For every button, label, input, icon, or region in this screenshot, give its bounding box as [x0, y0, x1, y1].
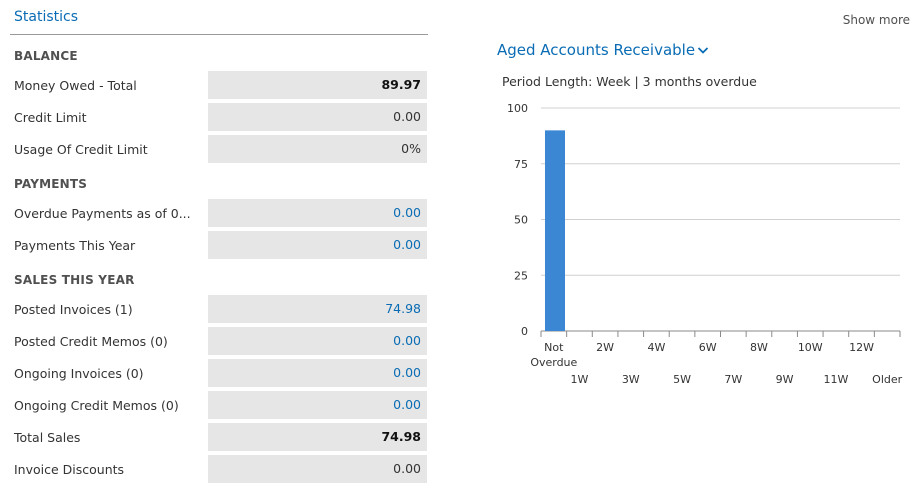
row-value: 89.97: [208, 71, 427, 99]
y-tick-label: 50: [514, 214, 528, 227]
row-value: 0%: [208, 135, 427, 163]
row-label: Usage Of Credit Limit: [14, 142, 148, 157]
x-tick-label: 10W: [798, 341, 823, 354]
x-tick-label: 7W: [724, 373, 742, 386]
x-tick-label: 5W: [673, 373, 691, 386]
x-tick-label: 8W: [750, 341, 768, 354]
row-label: Ongoing Invoices (0): [14, 366, 144, 381]
x-tick-label: 4W: [647, 341, 665, 354]
row-ongoing-credit-memos: Ongoing Credit Memos (0) 0.00: [0, 391, 440, 419]
period-length-text: Period Length: Week | 3 months overdue: [502, 74, 757, 89]
row-ongoing-invoices: Ongoing Invoices (0) 0.00: [0, 359, 440, 387]
row-overdue-payments: Overdue Payments as of 0... 0.00: [0, 199, 440, 227]
row-label: Payments This Year: [14, 238, 136, 253]
section-title-sales-this-year: SALES THIS YEAR: [14, 273, 135, 287]
section-title-balance: BALANCE: [14, 49, 78, 63]
row-label: Credit Limit: [14, 110, 87, 125]
x-tick-label: 12W: [849, 341, 874, 354]
x-tick-label: 6W: [699, 341, 717, 354]
row-payments-this-year: Payments This Year 0.00: [0, 231, 440, 259]
chart-title-dropdown[interactable]: Aged Accounts Receivable: [497, 41, 709, 59]
x-tick-label: Not: [544, 341, 564, 354]
row-posted-invoices: Posted Invoices (1) 74.98: [0, 295, 440, 323]
row-label: Ongoing Credit Memos (0): [14, 398, 179, 413]
row-value: 0.00: [208, 103, 427, 131]
y-tick-label: 0: [521, 325, 528, 338]
row-value-link[interactable]: 0.00: [208, 231, 427, 259]
row-label: Posted Invoices (1): [14, 302, 133, 317]
x-tick-label: 11W: [823, 373, 848, 386]
x-tick-label: Overdue: [530, 356, 577, 369]
row-usage-of-credit-limit: Usage Of Credit Limit 0%: [0, 135, 440, 163]
row-value: 74.98: [208, 423, 427, 451]
row-value: 0.00: [208, 455, 427, 483]
x-tick-label: 9W: [776, 373, 794, 386]
row-value-link[interactable]: 0.00: [208, 391, 427, 419]
row-label: Posted Credit Memos (0): [14, 334, 168, 349]
x-tick-label: Older: [872, 373, 902, 386]
y-tick-label: 75: [514, 158, 528, 171]
statistics-panel: Statistics BALANCE Money Owed - Total 89…: [0, 0, 440, 492]
y-tick-label: 25: [514, 269, 528, 282]
row-money-owed-total: Money Owed - Total 89.97: [0, 71, 440, 99]
x-tick-label: 1W: [571, 373, 589, 386]
bar: [545, 130, 565, 331]
row-credit-limit: Credit Limit 0.00: [0, 103, 440, 131]
x-tick-label: 3W: [622, 373, 640, 386]
row-label: Invoice Discounts: [14, 462, 125, 477]
row-value-link[interactable]: 0.00: [208, 359, 427, 387]
row-value-link[interactable]: 0.00: [208, 199, 427, 227]
chart-title-label: Aged Accounts Receivable: [497, 41, 696, 59]
row-total-sales: Total Sales 74.98: [0, 423, 440, 451]
chevron-down-icon: [697, 41, 709, 59]
y-tick-label: 100: [507, 102, 528, 115]
page-title: Statistics: [14, 9, 78, 25]
section-title-payments: PAYMENTS: [14, 177, 88, 191]
show-more-link[interactable]: Show more: [842, 13, 910, 27]
row-label: Money Owed - Total: [14, 78, 137, 93]
row-label: Overdue Payments as of 0...: [14, 206, 191, 221]
row-label: Total Sales: [14, 430, 81, 445]
row-posted-credit-memos: Posted Credit Memos (0) 0.00: [0, 327, 440, 355]
row-value-link[interactable]: 0.00: [208, 327, 427, 355]
row-invoice-discounts: Invoice Discounts 0.00: [0, 455, 440, 483]
header-divider: [10, 34, 428, 35]
row-value-link[interactable]: 74.98: [208, 295, 427, 323]
x-tick-label: 2W: [596, 341, 614, 354]
